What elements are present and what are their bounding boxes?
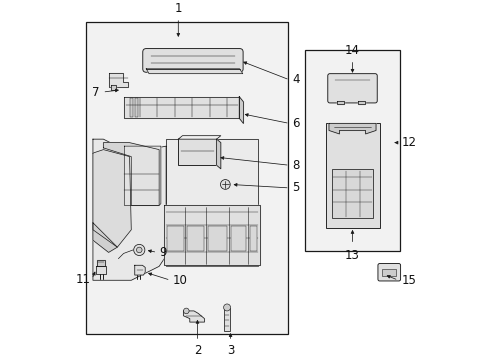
Bar — [135, 98, 138, 117]
Bar — [186, 226, 204, 251]
Bar — [129, 98, 133, 117]
Text: 8: 8 — [292, 159, 299, 172]
Bar — [224, 308, 229, 331]
Text: 9: 9 — [159, 246, 166, 259]
Bar — [382, 269, 395, 276]
Polygon shape — [124, 146, 161, 205]
Text: 12: 12 — [401, 136, 415, 149]
Text: 6: 6 — [292, 117, 300, 130]
Text: 3: 3 — [226, 344, 234, 357]
Bar — [325, 123, 379, 228]
Circle shape — [223, 304, 230, 311]
Text: 1: 1 — [174, 3, 182, 15]
Polygon shape — [183, 311, 204, 322]
Text: 2: 2 — [193, 344, 201, 357]
Polygon shape — [108, 73, 127, 87]
Polygon shape — [146, 69, 242, 74]
Polygon shape — [357, 101, 364, 104]
Polygon shape — [328, 123, 375, 134]
Bar — [230, 226, 246, 251]
Bar — [331, 170, 372, 218]
Text: 7: 7 — [92, 86, 100, 99]
Polygon shape — [93, 139, 166, 280]
Text: 11: 11 — [75, 273, 90, 286]
FancyBboxPatch shape — [377, 264, 400, 281]
Polygon shape — [103, 143, 159, 205]
Polygon shape — [216, 139, 221, 169]
Circle shape — [183, 308, 189, 314]
FancyBboxPatch shape — [327, 74, 376, 103]
Text: 4: 4 — [292, 73, 300, 86]
Bar — [249, 226, 257, 251]
Polygon shape — [93, 150, 131, 247]
Text: 10: 10 — [173, 274, 187, 287]
Polygon shape — [97, 260, 105, 266]
Text: 13: 13 — [345, 249, 359, 262]
Polygon shape — [96, 266, 106, 274]
Bar — [305, 50, 399, 251]
Text: 15: 15 — [401, 274, 415, 287]
Polygon shape — [336, 101, 343, 104]
Text: 14: 14 — [345, 44, 359, 57]
Bar — [178, 139, 216, 165]
Polygon shape — [111, 85, 115, 90]
Circle shape — [133, 244, 144, 256]
Polygon shape — [239, 96, 243, 123]
Polygon shape — [164, 205, 260, 265]
Polygon shape — [166, 139, 258, 266]
Circle shape — [136, 247, 142, 253]
Text: 5: 5 — [292, 181, 299, 194]
Polygon shape — [178, 136, 221, 139]
Polygon shape — [135, 265, 145, 275]
Bar — [86, 22, 287, 334]
FancyBboxPatch shape — [142, 49, 243, 72]
Polygon shape — [124, 96, 239, 118]
Bar — [167, 226, 183, 251]
Circle shape — [220, 180, 230, 189]
Bar — [207, 226, 226, 251]
Polygon shape — [93, 223, 117, 252]
